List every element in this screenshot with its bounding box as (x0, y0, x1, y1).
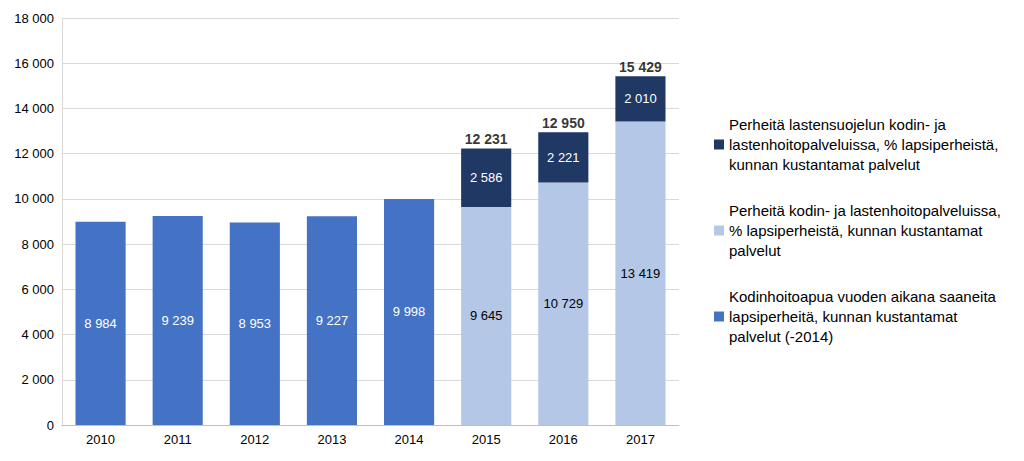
svg-text:2014: 2014 (395, 432, 424, 447)
svg-text:lapsiperheitä, kunnan kustanta: lapsiperheitä, kunnan kustantamat (729, 308, 962, 325)
svg-text:% lapsiperheistä, kunnan kusta: % lapsiperheistä, kunnan kustantamat (729, 222, 987, 239)
svg-text:16 000: 16 000 (14, 56, 54, 71)
svg-text:2 586: 2 586 (470, 170, 503, 185)
svg-text:12 950: 12 950 (542, 115, 585, 131)
svg-text:Perheitä lastensuojelun kodin-: Perheitä lastensuojelun kodin- ja (729, 116, 950, 133)
svg-text:2 000: 2 000 (21, 372, 54, 387)
svg-text:10 729: 10 729 (543, 296, 583, 311)
svg-text:18 000: 18 000 (14, 11, 54, 26)
svg-text:0: 0 (47, 418, 54, 433)
svg-text:10 000: 10 000 (14, 191, 54, 206)
svg-text:2016: 2016 (549, 432, 578, 447)
svg-text:2015: 2015 (472, 432, 501, 447)
svg-text:2017: 2017 (626, 432, 655, 447)
svg-text:12 000: 12 000 (14, 146, 54, 161)
svg-text:8 000: 8 000 (21, 237, 54, 252)
svg-text:4 000: 4 000 (21, 327, 54, 342)
svg-text:9 227: 9 227 (316, 313, 349, 328)
svg-text:12 231: 12 231 (465, 131, 508, 147)
svg-text:9 239: 9 239 (161, 313, 194, 328)
svg-text:palvelut (-2014): palvelut (-2014) (729, 328, 833, 345)
svg-text:2012: 2012 (240, 432, 269, 447)
svg-text:Kodinhoitoapua vuoden aikana s: Kodinhoitoapua vuoden aikana saaneita (729, 288, 1000, 305)
svg-text:2 221: 2 221 (547, 150, 580, 165)
svg-text:2013: 2013 (317, 432, 346, 447)
svg-text:2010: 2010 (86, 432, 115, 447)
svg-text:2 010: 2 010 (624, 91, 657, 106)
svg-text:2011: 2011 (164, 432, 192, 447)
svg-text:8 953: 8 953 (239, 316, 272, 331)
svg-text:9 998: 9 998 (393, 304, 426, 319)
svg-text:8 984: 8 984 (84, 316, 117, 331)
svg-text:kunnan kustantamat palvelut: kunnan kustantamat palvelut (729, 156, 921, 173)
svg-text:15 429: 15 429 (619, 59, 662, 75)
svg-text:palvelut: palvelut (729, 242, 782, 259)
svg-text:Perheitä kodin- ja lastenhoito: Perheitä kodin- ja lastenhoitopalveluiss… (729, 202, 1005, 219)
svg-text:13 419: 13 419 (621, 266, 661, 281)
svg-text:lastenhoitopalveluissa, % laps: lastenhoitopalveluissa, % lapsiperheistä… (729, 136, 1003, 153)
svg-text:9 645: 9 645 (470, 308, 503, 323)
svg-text:14 000: 14 000 (14, 101, 54, 116)
svg-text:6 000: 6 000 (21, 282, 54, 297)
